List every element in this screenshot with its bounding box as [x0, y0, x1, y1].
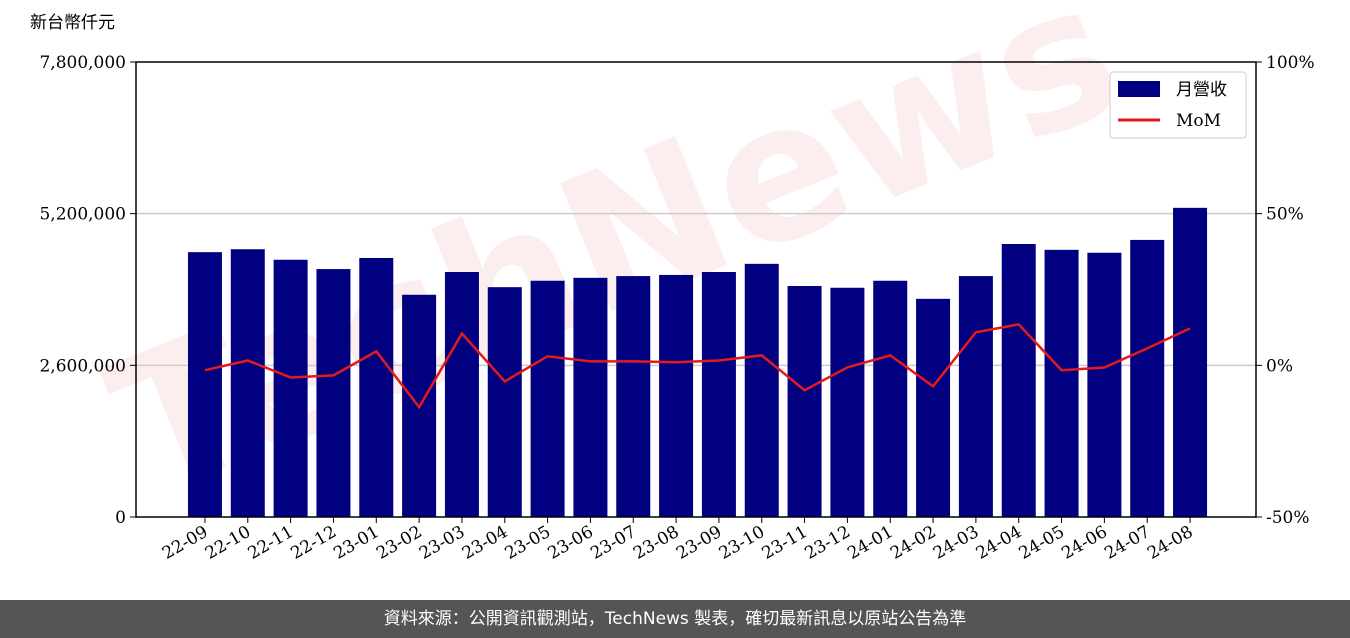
bar: [1130, 239, 1165, 517]
bar: [1173, 207, 1208, 518]
x-tick-label: 22-10: [202, 522, 254, 564]
bar: [359, 258, 394, 517]
y-tick-label: 0: [115, 508, 126, 528]
x-tick-label: 24-05: [1016, 522, 1068, 564]
bar: [701, 272, 736, 517]
bar: [659, 274, 694, 517]
legend-label: 月營收: [1176, 80, 1227, 100]
x-tick-label: 23-05: [502, 522, 554, 564]
x-tick-label: 23-08: [630, 522, 682, 564]
x-tick-label: 24-03: [930, 522, 982, 564]
y2-tick-label: -50%: [1266, 508, 1310, 528]
x-tick-label: 23-09: [673, 522, 725, 564]
legend-label: MoM: [1176, 111, 1221, 131]
x-tick-label: 24-01: [844, 522, 896, 564]
x-tick-label: 23-06: [544, 522, 596, 564]
y-tick-label: 7,800,000: [39, 53, 126, 73]
x-tick-label: 23-11: [759, 522, 811, 564]
plot-frame: [135, 61, 1257, 518]
x-tick-label: 23-01: [330, 522, 382, 564]
y2-tick-label: 0%: [1266, 356, 1293, 376]
x-tick-label: 23-03: [416, 522, 468, 564]
x-tick-label: 23-04: [459, 522, 511, 564]
bar: [230, 249, 265, 517]
bar: [530, 280, 565, 517]
y-tick-label: 5,200,000: [39, 205, 126, 225]
bar: [916, 298, 951, 517]
bar: [873, 280, 908, 517]
x-tick-label: 24-06: [1058, 522, 1110, 564]
legend: 月營收 MoM: [1109, 71, 1247, 139]
footer: 資料來源：公開資訊觀測站，TechNews 製表，確切最新訊息以原站公告為準: [0, 600, 1350, 638]
bar: [616, 276, 651, 517]
bar: [830, 287, 865, 517]
bar: [958, 276, 993, 517]
bar: [316, 269, 351, 517]
bar: [744, 263, 779, 517]
x-tick-label: 24-04: [973, 522, 1025, 564]
bar: [487, 287, 522, 517]
x-tick-label: 23-02: [373, 522, 425, 564]
bar: [787, 286, 822, 517]
x-tick-label: 22-12: [287, 522, 339, 564]
x-tick-label: 24-02: [887, 522, 939, 564]
y2-tick-label: 100%: [1266, 53, 1315, 73]
bar: [1001, 244, 1036, 517]
bar: [1087, 252, 1122, 517]
y-tick-label: 2,600,000: [39, 356, 126, 376]
y2-tick-label: 50%: [1266, 205, 1304, 225]
bar: [1044, 249, 1079, 518]
legend-swatch: [1118, 81, 1160, 97]
line: [204, 323, 1191, 410]
bar: [187, 252, 222, 517]
x-tick-label: 23-12: [801, 522, 853, 564]
x-tick-label: 24-07: [1101, 522, 1153, 564]
x-tick-label: 24-08: [1144, 522, 1196, 564]
x-tick-label: 23-07: [587, 522, 639, 564]
bar: [273, 259, 308, 517]
bar: [444, 272, 479, 517]
bar: [573, 277, 608, 517]
chart: 新台幣仟元 TechNews 02,600,0005,200,0007,800,…: [30, 0, 1315, 564]
x-tick-label: 22-11: [245, 522, 297, 564]
y-axis-label: 新台幣仟元: [30, 13, 115, 33]
x-tick-label: 23-10: [716, 522, 768, 564]
